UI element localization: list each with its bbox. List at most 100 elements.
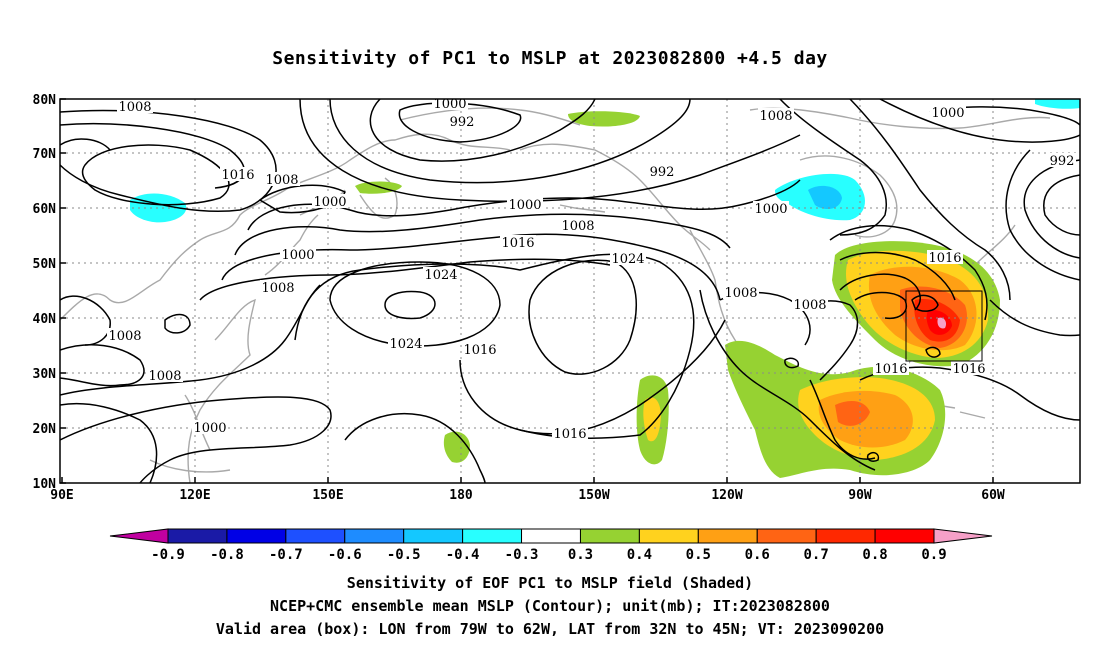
contour-label-1016-mid: 1016 xyxy=(501,236,534,251)
lat-tick-label: 30N xyxy=(33,367,57,382)
axes: 90E 120E 150E 180 150W 120W 90W 60W 10N 20N 30N 40N… xyxy=(33,93,1005,503)
contour-label-1000-alaska: 1000 xyxy=(754,202,787,217)
contour-label-1008-sw2: 1008 xyxy=(148,369,181,384)
contour-label-bg xyxy=(423,267,459,281)
colorbar-box xyxy=(167,528,228,544)
contour-label-bg xyxy=(260,280,296,294)
lon-tick-label: 180 xyxy=(449,488,473,503)
lon-tick-label: 60W xyxy=(981,488,1005,503)
lon-tick-label: 120E xyxy=(179,488,210,503)
colorbar-min-triangle xyxy=(109,528,169,544)
contour-label-bg xyxy=(758,108,794,122)
contour-label-bg xyxy=(448,114,476,128)
valid-area-box xyxy=(905,290,983,362)
colorbar-box xyxy=(344,528,405,544)
contour-label-1000-w2: 1000 xyxy=(281,248,314,263)
shade-cyan-corner xyxy=(1035,99,1080,109)
contour-label-1008-w: 1008 xyxy=(265,173,298,188)
shade-green-pac2 xyxy=(443,431,470,463)
contour-label-1000-ne: 1000 xyxy=(931,106,964,121)
contour-label-bg xyxy=(264,172,300,186)
shade-green-arctic xyxy=(568,111,640,127)
colorbar-label: 0.6 xyxy=(745,547,770,563)
contour-label-1008-na: 1008 xyxy=(793,298,826,313)
colorbar: -0.9 -0.8 -0.7 -0.6 -0.5 -0.4 -0.3 0.3 0.4 0.5 0.6… xyxy=(109,528,993,563)
contour-label-bg xyxy=(500,235,536,249)
shade-pink-ne xyxy=(937,317,947,329)
colorbar-label: -0.4 xyxy=(446,547,480,563)
contour-label-bg xyxy=(552,426,588,440)
shade-blue-north xyxy=(808,185,842,210)
colorbar-box xyxy=(756,528,817,544)
contour-label-bg xyxy=(753,201,789,215)
contour-label-1000-n: 1000 xyxy=(433,97,466,112)
contour-label-bg xyxy=(312,194,348,208)
contour-label-bg xyxy=(220,167,256,181)
contour-label-bg xyxy=(280,247,316,261)
lat-tick-label: 10N xyxy=(33,477,57,492)
contour-label-bg xyxy=(147,368,183,382)
colorbar-label: -0.6 xyxy=(328,547,362,563)
colorbar-box xyxy=(226,528,287,544)
contour-label-992-e: 992 xyxy=(1050,154,1075,169)
colorbar-label: -0.9 xyxy=(151,547,185,563)
contour-label-bg xyxy=(462,342,498,356)
contour-label-1008-mid: 1008 xyxy=(561,219,594,234)
contour-label-bg xyxy=(107,328,143,342)
colorbar-box xyxy=(697,528,758,544)
contour-label-1016-e: 1016 xyxy=(928,251,961,266)
colorbar-box xyxy=(874,528,935,544)
contour-labels: 1008 1000 992 1016 1008 1000 992 1008 1000 992 100… xyxy=(107,97,1076,442)
mslp-contours xyxy=(60,99,1080,483)
contour-label-bg xyxy=(432,99,468,110)
lon-tick-label: 90E xyxy=(50,488,73,503)
contour-label-1024-high1b: 1024 xyxy=(389,337,422,352)
contour-label-1016-atl: 1016 xyxy=(952,362,985,377)
lat-tick-label: 50N xyxy=(33,257,57,272)
colorbar-label: 0.4 xyxy=(627,547,652,563)
contour-label-1008-ne: 1008 xyxy=(759,109,792,124)
caption-line-1: Sensitivity of EOF PC1 to MSLP field (Sh… xyxy=(346,574,754,592)
contour-label-1008-coast: 1008 xyxy=(724,286,757,301)
contour-label-bg xyxy=(1048,153,1076,167)
contour-label-1024-high1: 1024 xyxy=(424,268,457,283)
contour-label-1008-nw: 1008 xyxy=(118,100,151,115)
colorbar-box xyxy=(638,528,699,544)
contour-label-1024-high2: 1024 xyxy=(611,252,644,267)
lat-tick-label: 20N xyxy=(33,422,57,437)
contour-label-bg xyxy=(192,420,228,434)
shade-darkorange-mexico xyxy=(835,400,870,426)
colorbar-box xyxy=(815,528,876,544)
contour-label-1000-sw: 1000 xyxy=(193,421,226,436)
lon-tick-label: 120W xyxy=(711,488,742,503)
contour-label-1016-pac: 1016 xyxy=(463,343,496,358)
contour-label-bg xyxy=(507,197,543,211)
contour-label-992-mid: 992 xyxy=(650,165,675,180)
lat-tick-label: 80N xyxy=(33,93,57,108)
lon-tick-label: 150W xyxy=(578,488,609,503)
contour-label-992-n: 992 xyxy=(450,115,475,130)
contour-label-bg xyxy=(951,361,987,375)
contour-label-1008-w2: 1008 xyxy=(261,281,294,296)
colorbar-box xyxy=(521,528,581,544)
colorbar-label: -0.7 xyxy=(269,547,303,563)
contour-label-1016-trop: 1016 xyxy=(553,427,586,442)
colorbar-max-triangle xyxy=(933,528,993,544)
lat-tick-label: 40N xyxy=(33,312,57,327)
colorbar-box xyxy=(285,528,346,544)
lon-tick-label: 90W xyxy=(848,488,872,503)
colorbar-label: 0.3 xyxy=(568,547,593,563)
lat-tick-label: 60N xyxy=(33,202,57,217)
contour-label-bg xyxy=(792,297,828,311)
contour-label-bg xyxy=(930,105,966,119)
contour-label-1000-w1: 1000 xyxy=(313,195,346,210)
colorbar-label: 0.9 xyxy=(921,547,946,563)
colorbar-label: 0.7 xyxy=(804,547,829,563)
colorbar-label: -0.8 xyxy=(210,547,244,563)
sensitivity-shading xyxy=(130,99,1080,478)
contour-label-bg xyxy=(388,336,424,350)
contour-label-1000-mid: 1000 xyxy=(508,198,541,213)
colorbar-label: -0.5 xyxy=(387,547,421,563)
colorbar-label: 0.5 xyxy=(686,547,711,563)
